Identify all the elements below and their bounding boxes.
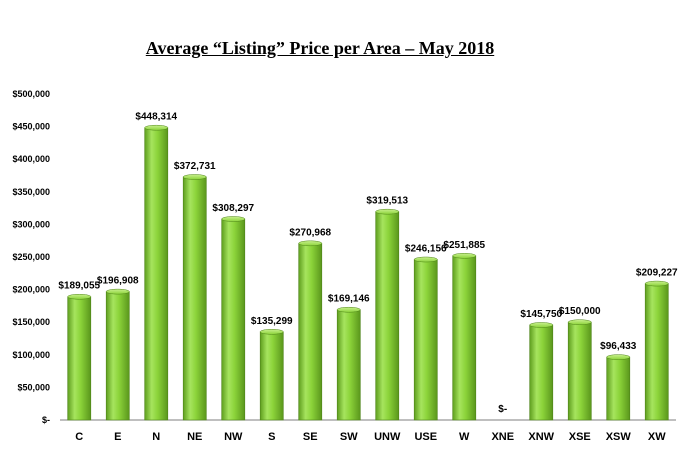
x-tick-label: XSW <box>606 431 632 443</box>
x-tick-label: N <box>152 431 160 443</box>
bar-sw <box>336 306 361 421</box>
bar-top <box>567 319 592 325</box>
y-tick-label: $250,000 <box>12 252 50 262</box>
x-axis: C E N NE NW S SE SW UNW USE W XNE XNW XSE XSW XW <box>60 419 676 443</box>
bar-c <box>67 293 92 421</box>
bar-body <box>67 296 92 421</box>
bar-xnw <box>529 322 554 421</box>
bar-body <box>221 218 246 421</box>
bar-body <box>144 127 169 421</box>
bar-body <box>606 356 631 421</box>
bars <box>67 124 669 421</box>
x-tick-label: W <box>459 431 470 443</box>
data-labels: $189,055$196,908 $448,314 $372,731 $308,297… <box>58 112 678 415</box>
data-label: $319,513 <box>366 196 408 207</box>
x-tick-label: XW <box>648 431 666 443</box>
bar-top <box>336 306 361 313</box>
x-tick-label: UNW <box>374 431 401 443</box>
bar-body <box>413 259 438 421</box>
x-tick-label: XNW <box>528 431 554 443</box>
data-label: $372,731 <box>174 161 216 172</box>
bar-top <box>67 293 92 300</box>
y-tick-label: $300,000 <box>12 219 50 229</box>
data-label: $251,885 <box>443 240 485 251</box>
data-label: $196,908 <box>97 276 139 287</box>
y-tick-label: $450,000 <box>12 122 50 132</box>
bar-top <box>644 280 669 287</box>
bar-s <box>259 329 284 421</box>
x-tick-label: SE <box>303 431 318 443</box>
data-label: $246,156 <box>405 244 447 255</box>
bar-body <box>105 291 130 421</box>
bar-top <box>529 322 554 328</box>
y-tick-label: $400,000 <box>12 154 50 164</box>
y-tick-label: $350,000 <box>12 187 50 197</box>
y-tick-label: $- <box>42 415 50 425</box>
y-tick-label: $100,000 <box>12 350 50 360</box>
bar-top <box>259 329 284 335</box>
bar-body <box>644 283 669 421</box>
bar-top <box>144 124 169 131</box>
x-tick-label: S <box>268 431 275 443</box>
bar-xw <box>644 280 669 421</box>
bar-top <box>105 288 130 295</box>
bar-w <box>452 253 477 421</box>
data-label: $308,297 <box>212 203 254 214</box>
bar-top <box>221 216 246 222</box>
bar-unw <box>375 208 400 421</box>
bar-body <box>529 324 554 421</box>
bar-top <box>298 240 323 247</box>
data-label: $189,055 <box>58 281 100 292</box>
bar-top <box>452 253 477 259</box>
data-label: $270,968 <box>289 227 331 238</box>
bar-use <box>413 256 438 421</box>
bar-top <box>413 256 438 263</box>
data-label: $96,433 <box>600 341 637 352</box>
data-label: $145,750 <box>520 309 562 320</box>
x-tick-label: XNE <box>491 431 514 443</box>
y-tick-label: $500,000 <box>12 89 50 99</box>
bar-xsw <box>606 354 631 421</box>
data-label: $209,227 <box>636 268 678 279</box>
bar-body <box>336 309 361 421</box>
data-label: $150,000 <box>559 306 601 317</box>
bar-top <box>375 208 400 215</box>
bar-body <box>259 331 284 421</box>
bar-e <box>105 288 130 421</box>
chart-title: Average “Listing” Price per Area – May 2… <box>145 38 495 58</box>
x-tick-label: NW <box>224 431 243 443</box>
data-label: $448,314 <box>135 112 177 123</box>
y-tick-label: $50,000 <box>17 382 50 392</box>
bar-body <box>452 255 477 421</box>
data-label: $- <box>498 404 507 415</box>
bar-se <box>298 240 323 421</box>
bar-ne <box>182 174 207 421</box>
y-tick-label: $150,000 <box>12 317 50 327</box>
x-tick-label: USE <box>414 431 437 443</box>
bar-body <box>375 211 400 421</box>
bar-top <box>182 174 207 180</box>
x-tick-label: SW <box>340 431 358 443</box>
y-axis: $- $50,000 $100,000 $150,000 $200,000 $250,00… <box>12 89 50 425</box>
data-label: $169,146 <box>328 294 370 305</box>
x-tick-label: C <box>75 431 83 443</box>
bar-xse <box>567 319 592 421</box>
bar-nw <box>221 216 246 421</box>
bar-n <box>144 124 169 421</box>
data-label: $135,299 <box>251 316 293 327</box>
x-tick-label: XSE <box>569 431 591 443</box>
bar-body <box>182 176 207 421</box>
x-tick-label: E <box>114 431 121 443</box>
x-tick-label: NE <box>187 431 202 443</box>
bar-body <box>567 321 592 421</box>
y-tick-label: $200,000 <box>12 285 50 295</box>
bar-body <box>298 243 323 421</box>
bar-top <box>606 354 631 360</box>
